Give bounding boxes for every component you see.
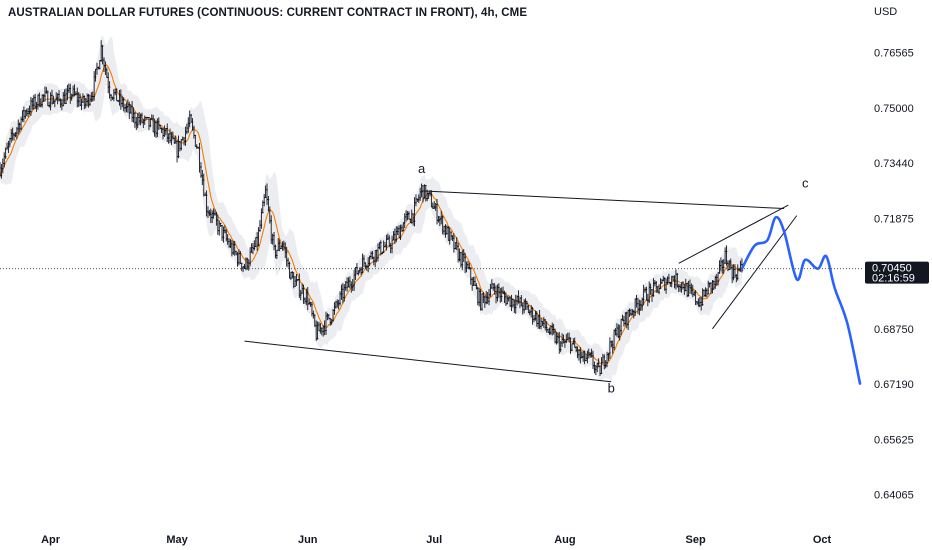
trendlines <box>244 190 798 383</box>
y-tick-label: 0.75000 <box>874 103 914 115</box>
wave-label-a: a <box>418 161 426 176</box>
band-area <box>0 35 742 382</box>
x-tick-label: May <box>166 534 188 546</box>
candles <box>0 40 744 376</box>
trendline[interactable] <box>421 190 785 210</box>
trendline[interactable] <box>244 340 612 383</box>
price-box: 0.70450 02:16:59 <box>865 261 929 285</box>
candle <box>741 258 744 273</box>
x-tick-label: Apr <box>41 534 61 546</box>
y-tick-label: 0.71875 <box>874 213 914 225</box>
trendline[interactable] <box>712 215 798 330</box>
y-tick-label: 0.76565 <box>874 47 914 59</box>
x-tick-label: Sep <box>685 534 705 546</box>
trendline[interactable] <box>678 204 789 264</box>
x-tick-label: Jun <box>298 534 318 546</box>
y-axis[interactable]: 0.76565 0.75000 0.73440 0.71875 0.68750 0.671… <box>874 47 914 501</box>
y-tick-label: 0.68750 <box>874 324 914 336</box>
x-tick-label: Aug <box>554 534 575 546</box>
projection-line[interactable] <box>740 215 862 385</box>
y-tick-label: 0.73440 <box>874 158 914 170</box>
y-tick-label: 0.67190 <box>874 379 914 391</box>
volatility-band <box>0 35 742 382</box>
wave-labels: a b c <box>418 161 809 395</box>
projection-path <box>740 215 862 385</box>
x-axis[interactable]: Apr May Jun Jul Aug Sep Oct <box>41 534 831 546</box>
wave-label-b: b <box>608 380 615 395</box>
wave-label-c: c <box>802 175 809 190</box>
bar-countdown: 02:16:59 <box>872 273 915 285</box>
x-tick-label: Oct <box>813 534 832 546</box>
y-tick-label: 0.64065 <box>874 489 914 501</box>
current-price: 0.70450 <box>872 263 912 275</box>
currency-label: USD <box>874 6 897 18</box>
x-tick-label: Jul <box>426 534 442 546</box>
chart-title: AUSTRALIAN DOLLAR FUTURES (CONTINUOUS: C… <box>8 7 528 19</box>
y-tick-label: 0.65625 <box>874 434 914 446</box>
